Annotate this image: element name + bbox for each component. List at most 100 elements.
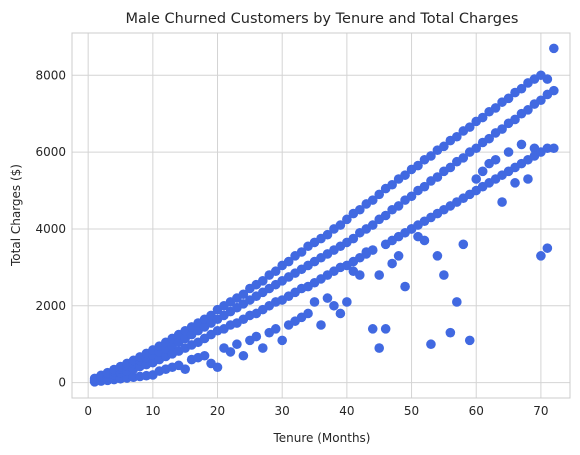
data-point: [497, 124, 507, 134]
plot-frame: [71, 32, 571, 399]
data-point: [232, 339, 242, 350]
data-point: [510, 114, 520, 125]
data-point: [503, 147, 514, 157]
data-point: [270, 266, 281, 277]
data-point: [387, 258, 397, 269]
data-point: [426, 151, 436, 161]
data-point: [257, 276, 268, 286]
data-point: [445, 162, 456, 173]
data-point: [257, 343, 268, 353]
x-axis-label: Tenure (Months): [273, 431, 371, 445]
data-point: [380, 324, 391, 334]
data-point: [497, 197, 507, 207]
data-point: [335, 220, 346, 230]
data-point: [296, 247, 307, 257]
data-point: [303, 308, 313, 319]
data-point: [464, 122, 475, 132]
data-point: [309, 297, 320, 307]
data-point: [477, 112, 488, 123]
data-point: [471, 143, 482, 154]
data-point: [413, 160, 423, 171]
data-point: [322, 293, 333, 303]
data-point: [355, 270, 365, 280]
x-tick-label: 50: [404, 404, 419, 418]
data-point: [549, 85, 559, 96]
data-point: [406, 191, 417, 202]
x-tick-label: 60: [469, 404, 484, 418]
data-point: [277, 335, 287, 346]
data-point: [445, 327, 456, 338]
data-point: [367, 245, 378, 255]
data-point: [484, 133, 494, 144]
data-point: [348, 233, 359, 244]
data-point: [523, 174, 533, 184]
data-point: [283, 256, 294, 267]
data-point: [374, 189, 385, 200]
data-point: [270, 324, 281, 334]
x-tick-label: 0: [84, 404, 92, 418]
data-point: [199, 350, 210, 361]
data-point: [374, 270, 385, 280]
data-point: [393, 251, 404, 261]
data-point: [419, 235, 430, 246]
data-point: [238, 289, 249, 300]
x-tick-label: 40: [339, 404, 354, 418]
data-point: [516, 83, 527, 94]
data-point: [335, 308, 346, 319]
data-point: [380, 210, 391, 221]
data-point: [374, 343, 385, 353]
data-point: [387, 179, 397, 190]
y-tick-label: 2000: [35, 299, 66, 313]
data-point: [542, 243, 553, 253]
data-point: [477, 166, 488, 177]
data-point: [180, 364, 190, 374]
data-point: [510, 178, 520, 188]
data-point: [471, 174, 482, 184]
data-point: [490, 154, 501, 165]
data-point: [523, 105, 533, 115]
data-point: [212, 362, 223, 373]
data-point: [452, 297, 462, 307]
data-point: [225, 347, 236, 357]
data-point: [516, 139, 527, 150]
y-tick-label: 0: [58, 376, 66, 390]
data-point: [400, 170, 410, 180]
data-point: [426, 339, 436, 350]
x-tick-label: 70: [533, 404, 548, 418]
data-point: [432, 251, 443, 261]
data-point: [439, 141, 449, 152]
data-point: [393, 201, 404, 211]
data-point: [536, 95, 546, 106]
data-point: [490, 103, 501, 113]
data-point: [439, 270, 449, 280]
data-point: [549, 43, 559, 54]
data-point: [536, 251, 546, 261]
data-point: [400, 281, 410, 292]
data-point: [503, 93, 514, 104]
y-tick-label: 8000: [35, 68, 66, 82]
x-axis-ticks: 0 10 20 30 40 50 60 70: [84, 404, 548, 418]
data-point: [458, 239, 469, 250]
data-point: [542, 74, 553, 84]
data-point: [342, 214, 352, 225]
data-point: [464, 335, 475, 346]
data-point: [458, 153, 469, 163]
data-point: [367, 324, 378, 334]
y-axis-label: Total Charges ($): [9, 164, 23, 267]
data-point: [238, 350, 249, 361]
data-point: [251, 331, 262, 342]
chart-title: Male Churned Customers by Tenure and Tot…: [126, 11, 519, 27]
data-point: [342, 297, 352, 307]
y-tick-label: 6000: [35, 145, 66, 159]
data-point: [367, 195, 378, 205]
data-point: [329, 300, 339, 311]
y-axis-ticks: 0 2000 4000 6000 8000: [35, 68, 66, 389]
data-point: [367, 220, 378, 230]
data-point: [432, 172, 443, 182]
data-point: [322, 229, 333, 240]
data-point: [452, 131, 462, 142]
x-tick-label: 30: [275, 404, 290, 418]
data-point: [355, 204, 365, 215]
